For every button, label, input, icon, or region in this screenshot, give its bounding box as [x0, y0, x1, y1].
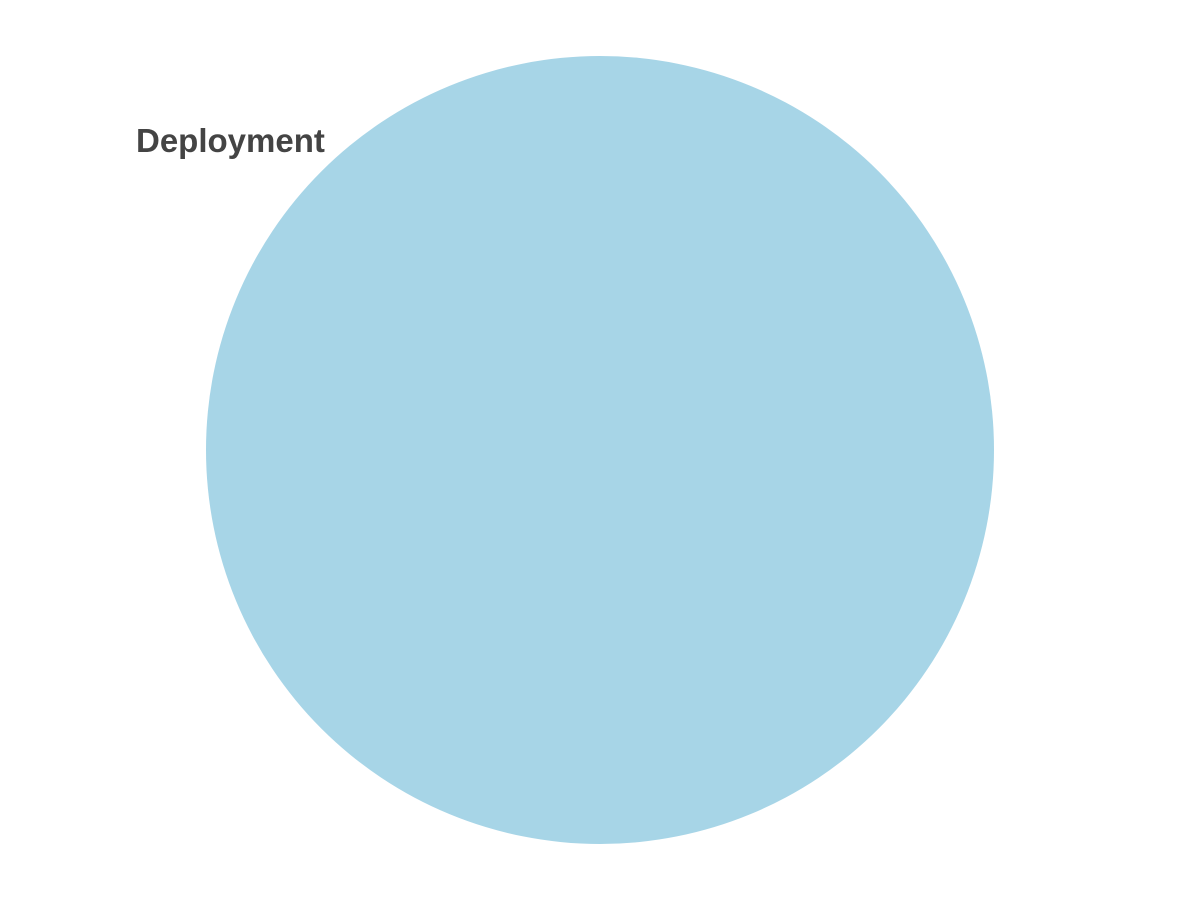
set-label-deployment: Deployment: [136, 122, 325, 159]
set-circle-deployment: [206, 56, 994, 844]
